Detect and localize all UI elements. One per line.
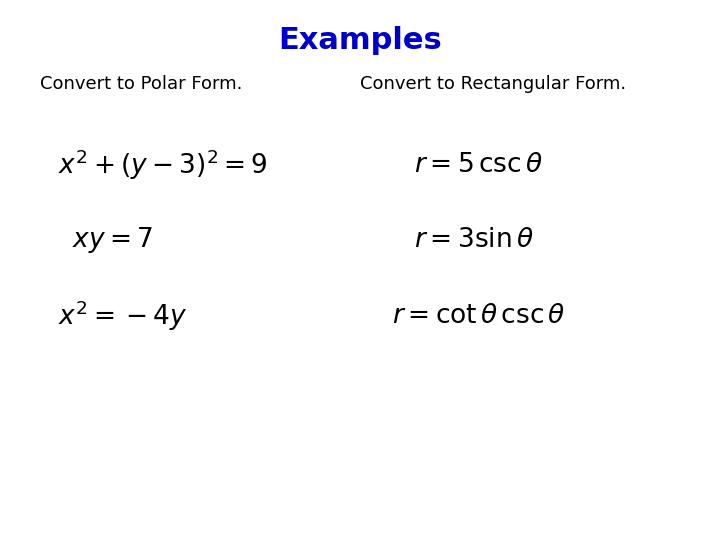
Text: Examples: Examples xyxy=(278,26,442,55)
Text: $r=5\,\mathrm{csc}\,\theta$: $r=5\,\mathrm{csc}\,\theta$ xyxy=(414,152,543,178)
Text: Convert to Polar Form.: Convert to Polar Form. xyxy=(40,75,242,93)
Text: $r=3\sin\theta$: $r=3\sin\theta$ xyxy=(414,227,534,253)
Text: Convert to Rectangular Form.: Convert to Rectangular Form. xyxy=(360,75,626,93)
Text: $xy=7$: $xy=7$ xyxy=(72,225,153,255)
Text: $x^{2}+(y-3)^{2}=9$: $x^{2}+(y-3)^{2}=9$ xyxy=(58,147,267,182)
Text: $r=\cot\theta\,\mathrm{csc}\,\theta$: $r=\cot\theta\,\mathrm{csc}\,\theta$ xyxy=(392,303,566,329)
Text: $x^{2}=-4y$: $x^{2}=-4y$ xyxy=(58,299,187,333)
